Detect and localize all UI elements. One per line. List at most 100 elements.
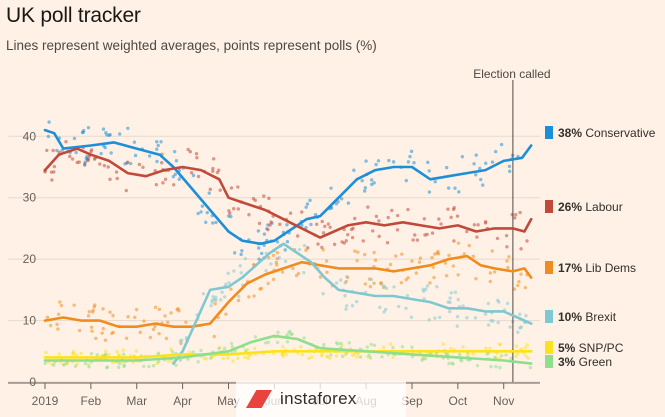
poll-point: [243, 349, 248, 353]
poll-point: [404, 306, 408, 310]
poll-point: [444, 274, 449, 278]
poll-point: [430, 255, 434, 260]
poll-point: [370, 182, 374, 187]
poll-point: [355, 258, 359, 263]
poll-point: [408, 154, 412, 159]
poll-point: [424, 287, 428, 291]
poll-point: [488, 279, 492, 284]
poll-point: [427, 318, 431, 322]
poll-point: [268, 223, 272, 227]
poll-point: [409, 315, 414, 319]
poll-point: [447, 253, 451, 258]
poll-point: [165, 320, 170, 325]
poll-point: [305, 202, 310, 206]
poll-point: [518, 326, 522, 330]
poll-point: [284, 352, 288, 357]
poll-point: [326, 222, 331, 226]
poll-point: [388, 262, 393, 267]
poll-point: [325, 270, 329, 275]
poll-point: [83, 163, 87, 167]
poll-point: [259, 251, 264, 256]
poll-point: [372, 181, 376, 185]
poll-point: [86, 125, 91, 130]
poll-point: [75, 160, 80, 165]
poll-point: [377, 234, 381, 239]
poll-point: [285, 340, 290, 344]
legend-entry-labour: 26% Labour: [558, 200, 623, 214]
poll-point: [239, 252, 243, 257]
poll-point: [320, 219, 324, 224]
poll-point: [155, 147, 159, 151]
poll-point: [493, 149, 498, 154]
poll-point: [262, 194, 266, 198]
poll-point: [307, 356, 311, 360]
poll-point: [448, 296, 452, 300]
poll-point: [45, 148, 49, 153]
poll-point: [323, 224, 327, 229]
poll-point: [339, 197, 344, 201]
poll-point: [471, 254, 476, 259]
poll-point: [224, 312, 228, 316]
poll-point: [302, 243, 307, 248]
poll-point: [163, 314, 167, 318]
poll-point: [204, 220, 208, 224]
legend-swatch-green: [545, 355, 553, 368]
poll-point: [411, 238, 415, 242]
poll-point: [202, 356, 207, 361]
poll-point: [457, 352, 462, 357]
poll-point: [475, 235, 479, 239]
poll-point: [505, 259, 509, 263]
poll-point: [271, 253, 276, 258]
poll-point: [368, 356, 373, 360]
poll-point: [266, 227, 270, 232]
poll-point: [461, 345, 465, 349]
poll-point: [507, 255, 511, 259]
poll-point: [369, 277, 374, 282]
poll-point: [51, 148, 55, 153]
poll-point: [433, 316, 437, 320]
poll-point: [400, 252, 404, 256]
poll-point: [297, 247, 302, 252]
poll-point: [246, 356, 250, 361]
poll-point: [449, 346, 453, 351]
poll-point: [72, 303, 76, 307]
poll-point: [80, 130, 85, 135]
poll-point: [172, 149, 177, 154]
poll-point: [106, 165, 110, 169]
poll-point: [186, 147, 190, 152]
poll-point: [391, 345, 395, 350]
poll-point: [256, 229, 261, 233]
poll-point: [217, 346, 221, 351]
poll-point: [451, 207, 456, 212]
poll-point: [294, 273, 299, 278]
poll-point: [153, 305, 158, 310]
poll-point: [381, 345, 386, 349]
poll-point: [400, 345, 405, 349]
poll-point: [380, 282, 384, 287]
poll-point: [372, 343, 377, 347]
poll-point: [117, 365, 121, 370]
poll-point: [406, 207, 410, 212]
poll-point: [528, 365, 533, 370]
poll-point: [240, 248, 244, 253]
poll-point: [373, 258, 378, 262]
poll-point: [340, 240, 344, 244]
poll-point: [495, 236, 500, 241]
poll-point: [395, 213, 400, 218]
poll-point: [479, 177, 483, 182]
poll-point: [518, 312, 522, 316]
poll-point: [523, 285, 528, 290]
poll-point: [475, 363, 480, 368]
poll-point: [460, 154, 465, 159]
poll-point: [184, 320, 188, 325]
poll-point: [208, 187, 212, 192]
poll-point: [115, 350, 120, 354]
poll-point: [124, 188, 128, 193]
poll-point: [474, 173, 478, 177]
election-called-label: Election called: [473, 67, 550, 81]
poll-point: [334, 281, 339, 285]
poll-point: [328, 225, 332, 229]
poll-point: [269, 262, 273, 266]
poll-point: [142, 364, 146, 368]
watermark-text: instaforex: [280, 389, 357, 408]
